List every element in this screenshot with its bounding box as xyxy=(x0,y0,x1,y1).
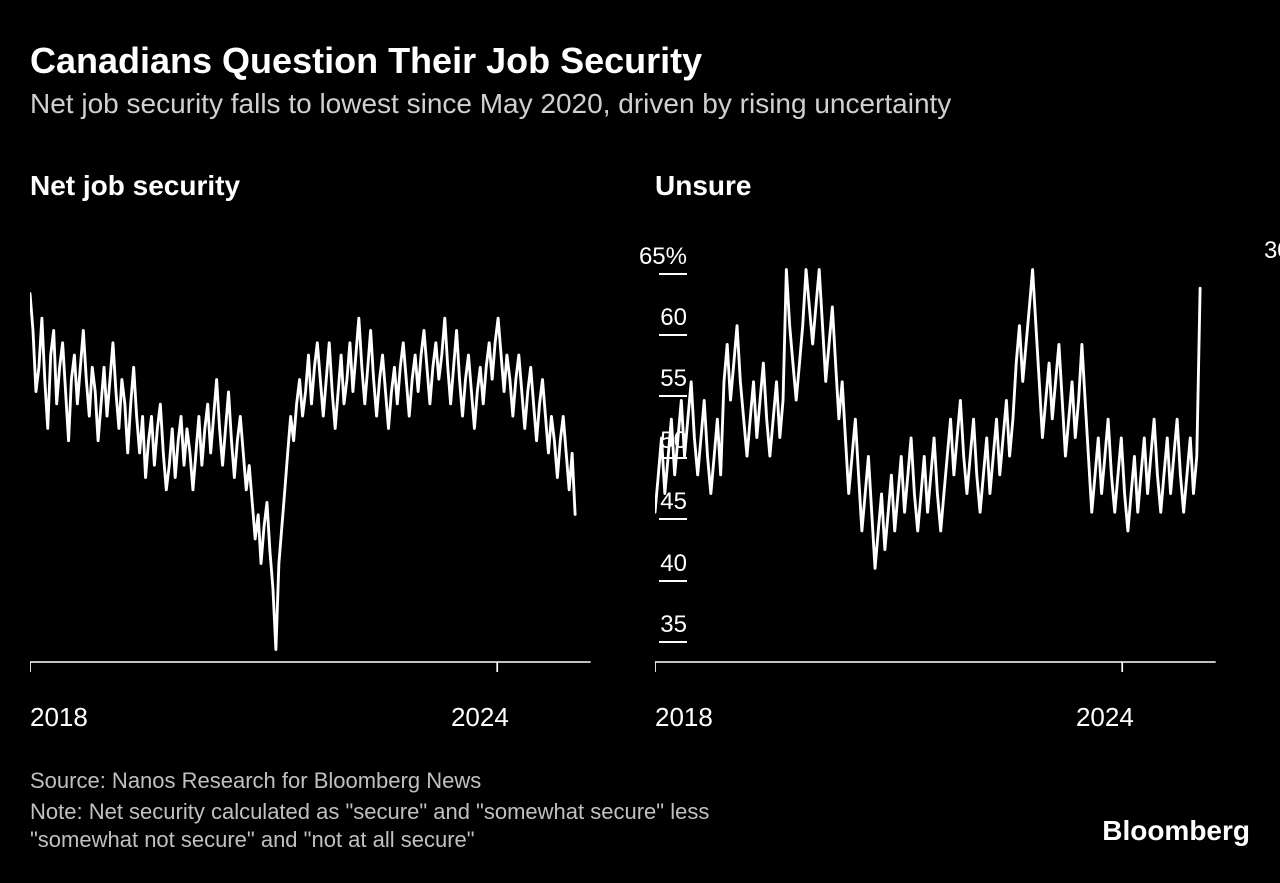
chart-title-right: Unsure xyxy=(655,170,1250,202)
main-title: Canadians Question Their Job Security xyxy=(30,40,1250,82)
chart-svg-right xyxy=(655,222,1250,692)
chart-area-left: 35404550556065% 20182024 xyxy=(30,222,625,692)
footer: Source: Nanos Research for Bloomberg New… xyxy=(30,768,1250,855)
x-axis-labels-right: 2018 2024 xyxy=(655,702,1250,742)
x-tick-label: 2018 xyxy=(655,702,713,733)
x-tick-label: 2024 xyxy=(1076,702,1134,733)
y-axis-labels-right: 1015202530% xyxy=(1252,222,1280,692)
y-tick-label: 30% xyxy=(1264,237,1280,265)
chart-panel-right: Unsure 1015202530% 20182024 xyxy=(655,170,1250,692)
x-tick-label: 2024 xyxy=(451,702,509,733)
subtitle: Net job security falls to lowest since M… xyxy=(30,88,1250,120)
x-tick-label: 2018 xyxy=(30,702,88,733)
chart-container: Canadians Question Their Job Security Ne… xyxy=(0,0,1280,883)
brand-logo: Bloomberg xyxy=(1102,815,1250,847)
source-text: Source: Nanos Research for Bloomberg New… xyxy=(30,768,1250,794)
chart-title-left: Net job security xyxy=(30,170,625,202)
charts-row: Net job security 35404550556065% 2018202… xyxy=(30,170,1250,692)
chart-svg-left xyxy=(30,222,625,692)
x-axis-labels-left: 2018 2024 xyxy=(30,702,625,742)
chart-area-right: 1015202530% 20182024 xyxy=(655,222,1250,692)
note-text: Note: Net security calculated as "secure… xyxy=(30,798,810,855)
chart-panel-left: Net job security 35404550556065% 2018202… xyxy=(30,170,625,692)
